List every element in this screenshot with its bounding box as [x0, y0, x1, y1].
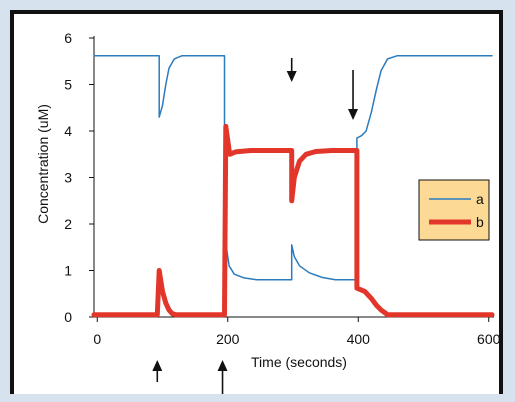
annotation-arrow-head [217, 360, 228, 371]
annotation-arrow-head [286, 71, 297, 82]
y-tick-label: 2 [64, 216, 72, 232]
legend: a b [418, 179, 490, 241]
x-tick-label: 0 [93, 331, 101, 347]
y-tick-label: 4 [64, 123, 72, 139]
y-axis-title: Concentration (uM) [35, 104, 51, 224]
y-tick-label: 3 [64, 170, 72, 186]
legend-label-b: b [476, 214, 484, 230]
y-tick-label: 1 [64, 263, 72, 279]
concentration-chart: 0 1 2 3 4 5 6 0 200 400 600 Concentration (uM) Tim… [35, 30, 499, 394]
x-tick-label: 600 [477, 331, 499, 347]
series-lines [91, 54, 495, 318]
annotation-arrow-head [152, 360, 163, 371]
y-tick-label: 6 [64, 30, 72, 46]
legend-box [418, 179, 490, 241]
axes: 0 1 2 3 4 5 6 0 200 400 600 [64, 30, 499, 347]
x-tick-label: 400 [347, 331, 371, 347]
annotation-arrows [152, 58, 359, 394]
x-tick-label: 200 [216, 331, 240, 347]
series-line-a [93, 54, 493, 281]
y-tick-label: 0 [64, 309, 72, 325]
legend-label-a: a [476, 191, 484, 207]
y-tick-label: 5 [64, 77, 72, 93]
figure-frame: 0 1 2 3 4 5 6 0 200 400 600 Concentration (uM) Tim… [10, 10, 503, 394]
x-axis-title: Time (seconds) [251, 354, 347, 370]
annotation-arrow-head [348, 109, 359, 120]
series-line-b [91, 123, 495, 318]
